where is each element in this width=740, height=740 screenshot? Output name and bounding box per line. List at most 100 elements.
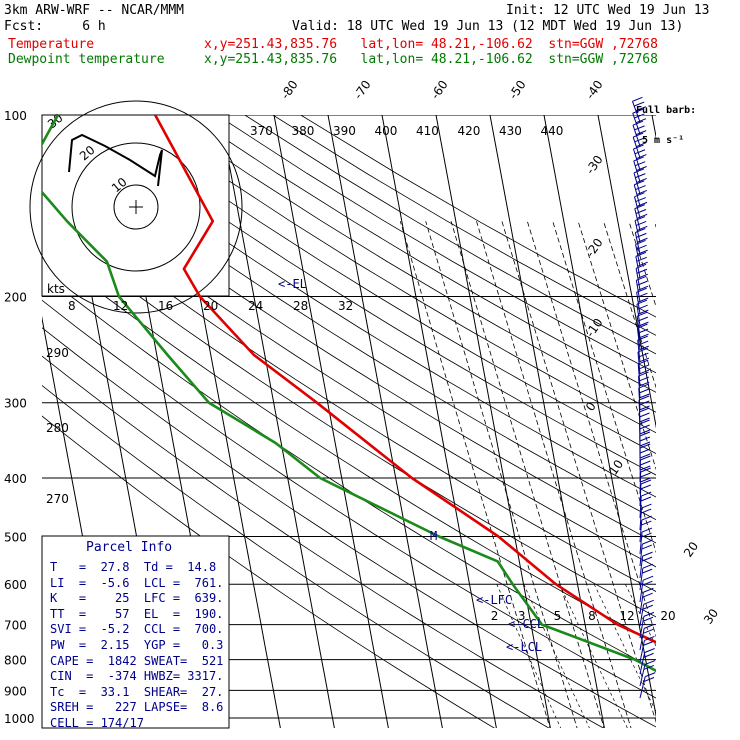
wind-barb [639, 575, 654, 603]
theta-e-label: 280 [46, 421, 69, 435]
hodograph-ring [71, 142, 201, 272]
wind-barb-flag [634, 180, 645, 186]
dry-adiabat [42, 247, 656, 644]
wind-barb-flag [637, 323, 648, 329]
mixing-ratio-line [496, 584, 562, 728]
dry-adiabat [104, 115, 656, 455]
temp-tick-label: -60 [428, 78, 451, 102]
temp-tick-label: -50 [506, 78, 529, 102]
dry-adiabat [42, 175, 656, 568]
dry-adiabat [42, 130, 656, 521]
wind-barb-staff [639, 520, 643, 543]
pressure-label: 200 [4, 291, 27, 305]
wind-barb-flag [641, 503, 652, 509]
barb-key: Full barb: 5 m s⁻¹ [636, 86, 696, 156]
wind-barb-flag [633, 132, 644, 138]
wind-barb-flag [643, 640, 654, 646]
pressure-label: 1000 [4, 712, 35, 726]
wind-barb-flag [642, 563, 654, 569]
wind-barb-flag [634, 125, 645, 131]
wind-barb-flag [636, 287, 647, 293]
dry-adiabat [188, 115, 656, 393]
wind-barb-flag [641, 491, 652, 497]
mixing-ratio-label: 12 [619, 609, 634, 623]
wind-barb-flag [638, 369, 650, 375]
dry-adiabat [42, 273, 656, 671]
wind-barb [639, 635, 655, 663]
wind-barb-staff [639, 640, 645, 663]
wind-barb-flag [638, 357, 650, 363]
moist-adiabat [476, 221, 632, 728]
wind-barb-flag [635, 106, 647, 112]
wind-barb-flag [638, 359, 649, 365]
wind-barb-flag [634, 192, 645, 198]
moist-adiabat [450, 221, 605, 728]
isotherm [219, 115, 335, 728]
theta-label: 400 [375, 124, 398, 138]
parcel-info-row: CAPE = 1842 SWEAT= 521 [50, 653, 224, 668]
wind-barb-flag [642, 539, 653, 545]
wind-barb-flag [638, 309, 649, 315]
wind-barb-staff [639, 508, 642, 531]
wind-barb-flag [635, 228, 646, 233]
parcel-info-panel: Parcel Info T = 27.8 Td = 14.8 LI = -5.6 … [44, 538, 228, 730]
dry-adiabat [216, 115, 656, 374]
wind-barb-flag [635, 239, 646, 245]
hodograph-ring [29, 100, 243, 314]
dry-adiabat [42, 198, 656, 592]
wind-barb-flag [639, 400, 650, 406]
wind-barb [636, 311, 649, 339]
wind-barb-flag [637, 225, 648, 231]
wind-barb-staff [637, 364, 641, 387]
temp-tick-label: -30 [583, 153, 606, 177]
hodograph-speed-label: 20 [203, 299, 218, 313]
mixing-ratio-label: 3 [518, 609, 526, 623]
temp-tick-label: -70 [351, 78, 374, 102]
wind-barb-staff [639, 532, 643, 555]
theta-e-label: 270 [46, 492, 69, 506]
dry-adiabat [42, 415, 495, 728]
wind-barb-flag [639, 429, 650, 435]
wind-barb-flag [636, 268, 648, 274]
wind-barb [639, 623, 655, 651]
wind-barb-flag [637, 285, 649, 291]
wind-barb-flag [642, 551, 653, 557]
annotation-lcl: <-LCL [506, 640, 542, 654]
wind-barb [636, 323, 649, 351]
wind-barb-flag [640, 467, 651, 473]
wind-barb-flag [635, 118, 647, 124]
wind-barb-flag [635, 251, 647, 257]
wind-barb-flag [640, 460, 651, 466]
moist-adiabat [653, 221, 656, 228]
wind-barb-flag [636, 232, 647, 238]
isotherm [597, 115, 656, 429]
wind-barb-flag [637, 280, 648, 286]
moist-adiabat [628, 221, 656, 308]
pressure-label: 100 [4, 109, 27, 123]
wind-barb-staff [639, 676, 646, 699]
wind-barb-flag [636, 244, 647, 250]
dry-adiabat [42, 355, 605, 728]
temp-tick-label: 0 [583, 399, 599, 413]
wind-barb [638, 395, 650, 423]
wind-barb-staff [639, 664, 646, 687]
wind-barb-flag [640, 455, 651, 461]
wind-barb-flag [636, 299, 648, 305]
dry-adiabat [48, 115, 656, 498]
wind-barb-staff [639, 628, 645, 651]
pressure-label: 400 [4, 472, 27, 486]
wind-barb-flag [635, 130, 647, 136]
wind-barb-flag [640, 472, 651, 478]
wind-barb-flag [643, 599, 654, 605]
wind-barb-flag [639, 431, 651, 437]
temperature-profile [154, 115, 656, 644]
wind-barb-flag [637, 297, 649, 303]
wind-barb-flag [638, 345, 649, 351]
wind-barb-flag [636, 201, 648, 207]
wind-barb-flag [636, 256, 647, 262]
wind-barb-flag [635, 173, 646, 179]
legend-temperature: Temperature [8, 37, 95, 52]
pressure-label: 700 [4, 619, 27, 633]
init-time: Init: 12 UTC Wed 19 Jun 13 [506, 3, 710, 18]
mixing-ratio-label: 20 [660, 609, 675, 623]
